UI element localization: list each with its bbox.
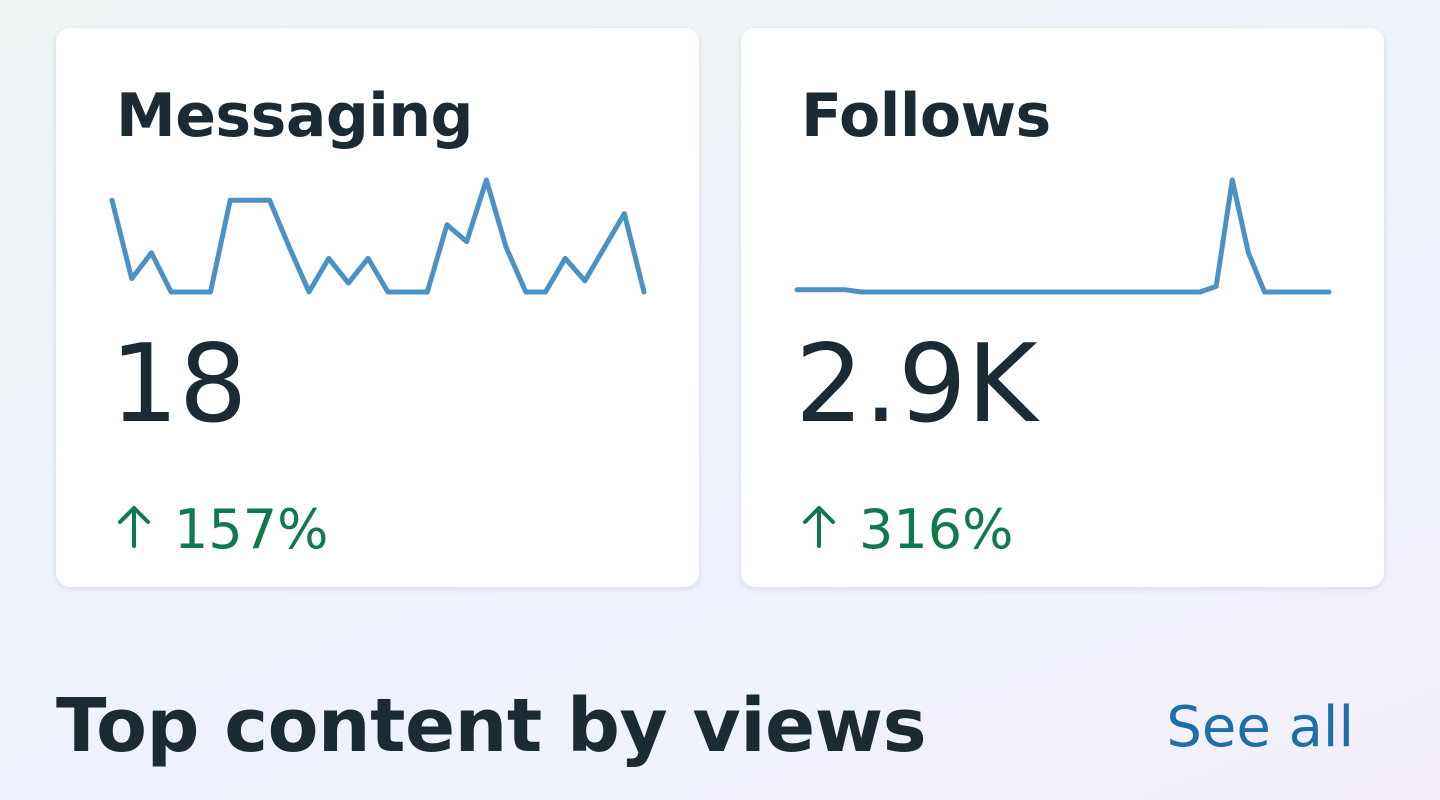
sparkline-chart bbox=[112, 176, 644, 296]
arrow-up-icon bbox=[803, 506, 835, 548]
change-percent: 157% bbox=[174, 498, 329, 561]
sparkline-chart bbox=[797, 176, 1329, 296]
card-title: Follows bbox=[801, 81, 1051, 151]
follows-card[interactable]: Follows 2.9K 316% bbox=[741, 28, 1384, 587]
see-all-link[interactable]: See all bbox=[1166, 695, 1354, 760]
sparkline-series bbox=[797, 180, 1329, 292]
arrow-up-icon bbox=[118, 506, 150, 548]
card-title: Messaging bbox=[116, 81, 474, 151]
sparkline-series bbox=[112, 180, 644, 292]
section-heading: Top content by views bbox=[56, 683, 927, 769]
metric-value: 2.9K bbox=[795, 322, 1038, 447]
change-indicator: 157% bbox=[116, 498, 328, 563]
metric-value: 18 bbox=[110, 322, 248, 447]
change-indicator: 316% bbox=[801, 498, 1013, 563]
messaging-card[interactable]: Messaging 18 157% bbox=[56, 28, 699, 587]
change-percent: 316% bbox=[859, 498, 1014, 561]
